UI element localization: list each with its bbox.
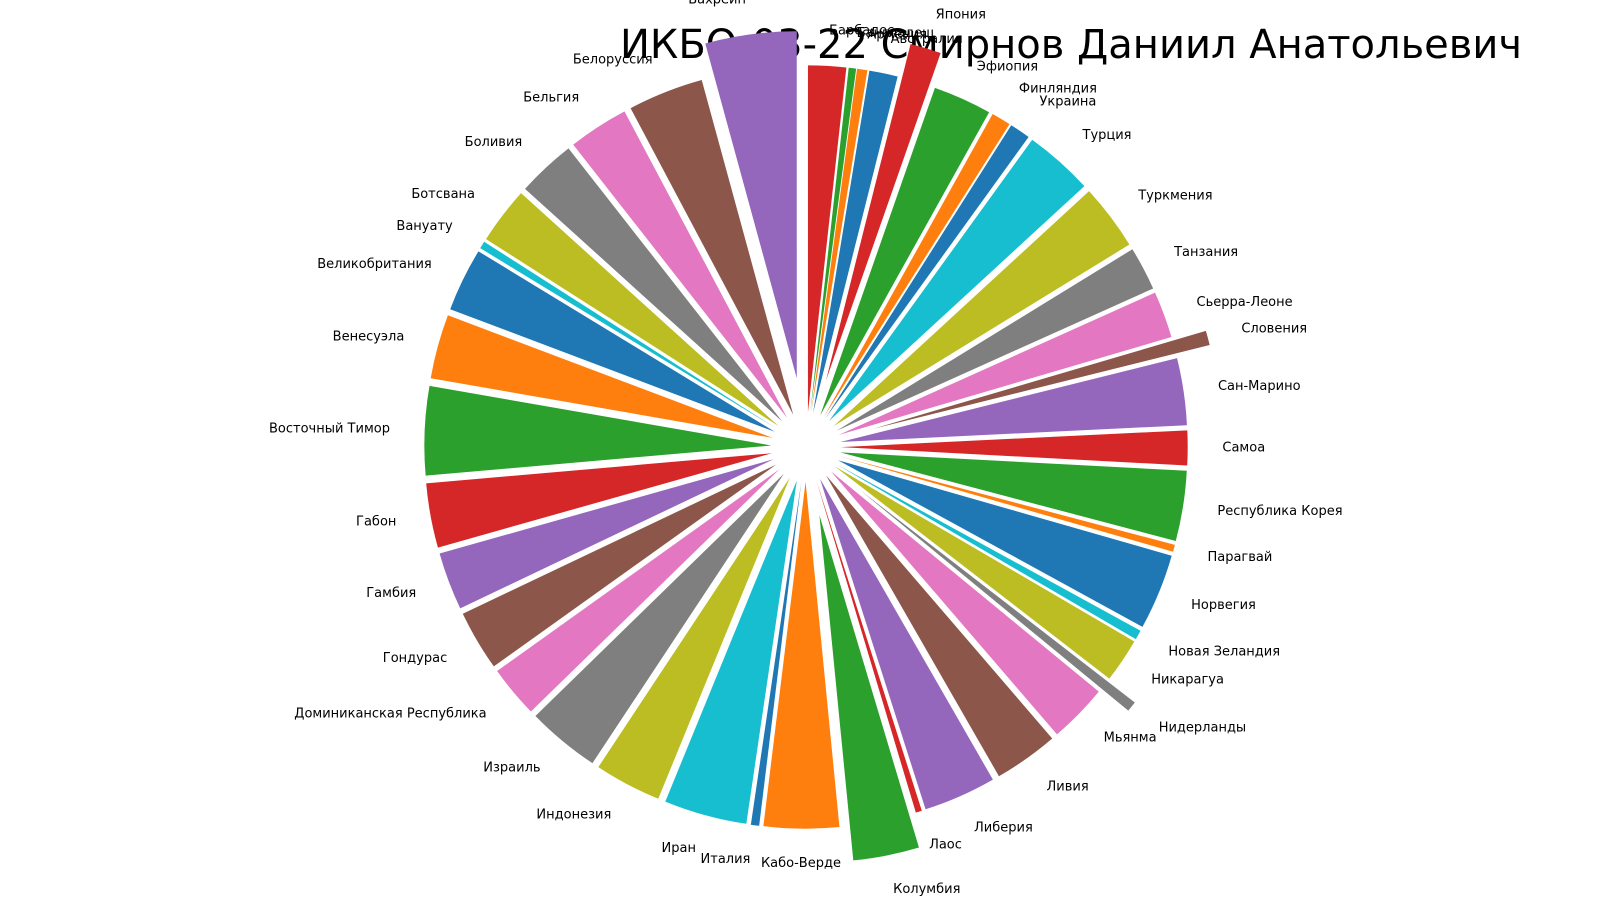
pie-slice-label-16: Иран [662,841,696,856]
pie-slice-label-33: Сьерра-Леоне [1197,295,1293,310]
pie-slice-label-8: Венесуэла [333,330,405,345]
pie-slice-label-10: Габон [356,515,396,530]
pie-slice-8 [430,315,773,438]
pie-slices [424,31,1210,861]
pie-slice-3 [573,111,788,418]
pie-slice-label-21: Либерия [974,821,1033,836]
pie-slice-28 [839,456,1175,552]
pie-slice-34 [836,249,1154,431]
pie-slice-label-11: Гамбия [366,586,416,601]
pie-slice-label-23: Мьянма [1104,731,1157,746]
pie-slice-20 [816,480,922,813]
pie-slice-label-19: Колумбия [893,882,960,897]
pie-slice-40 [825,44,941,381]
pie-slice-21 [820,478,993,810]
pie-slice-18 [763,481,840,829]
pie-slice-label-17: Италия [701,852,751,867]
pie-slice-13 [497,469,780,712]
pie-slice-label-4: Боливия [465,135,523,150]
pie-slice-label-26: Новая Зеландия [1168,645,1280,660]
pie-slice-16 [665,480,797,824]
pie-slice-label-13: Доминиканская Республика [294,707,486,722]
pie-labels: Бахрейн Белоруссия Бельгия Боливия Ботсвана В… [269,0,1343,897]
pie-slice-36 [829,139,1085,422]
pie-slice-label-22: Ливия [1047,779,1089,794]
pie-slice-22 [826,475,1053,777]
pie-slice-label-36: Турция [1082,128,1132,143]
pie-slice-14 [535,473,784,764]
pie-slice-32 [872,330,1210,429]
pie-slice-35 [833,191,1130,427]
pie-slice-15 [598,477,790,799]
pie-slice-label-3: Бельгия [523,90,579,105]
pie-slice-label-1: Бахрейн [688,0,746,7]
pie-slice-label-18: Кабо-Верде [761,856,841,871]
pie-slice-label-6: Вануату [396,219,453,234]
pie-slice-10 [426,453,772,548]
pie-slice-label-25: Никарагуа [1151,672,1224,687]
pie-slice-2 [630,80,794,415]
pie-slice-label-2: Белоруссия [573,52,653,67]
pie-slice-label-15: Индонезия [536,808,611,823]
pie-slice-label-35: Туркмения [1137,188,1212,203]
pie-slice-5 [486,193,779,426]
pie-slice-label-43: Бангладеш [857,26,934,41]
pie-slice-29 [840,452,1187,542]
pie-slice-43 [810,67,857,413]
pie-slice-label-32: Словения [1241,321,1307,336]
pie-slice-label-27: Норвегия [1191,598,1256,613]
pie-slice-label-37: Украина [1039,95,1096,110]
pie-slice-label-42: Армения [867,28,927,43]
pie-slice-27 [838,460,1172,627]
pie-slice-11 [439,459,774,609]
pie-slice-17 [750,481,802,826]
pie-slice-label-14: Израиль [483,760,540,775]
pie-slice-label-39: Эфиопия [977,60,1038,75]
pie-slice-41 [813,70,898,414]
pie-slice-37 [825,125,1029,419]
pie-slice-label-24: Нидерланды [1159,721,1247,736]
pie-slice-31 [840,358,1187,442]
pie-slice-7 [450,251,775,432]
pie-slice-label-12: Гондурас [383,651,447,666]
pie-slice-label-30: Самоа [1222,441,1265,456]
pie-slice-39 [820,87,990,416]
pie-slice-12 [462,464,777,667]
pie-slice-label-9: Восточный Тимор [269,422,390,437]
pie-slice-38 [823,114,1010,418]
pie-slice-26 [836,464,1141,640]
pie-slice-label-41: Австралия [891,32,963,47]
pie-slice-44 [807,65,847,413]
pie-slice-4 [525,148,783,422]
pie-slice-33 [838,292,1172,435]
pie-slice-label-28: Парагвай [1207,550,1272,565]
pie-slice-label-38: Финляндия [1019,82,1097,97]
pie-slice-label-40: Япония [936,7,986,22]
pie-slice-9 [424,385,772,476]
pie-slice-label-20: Лаос [929,837,962,852]
pie-slice-label-5: Ботсвана [411,187,475,202]
pie-slice-23 [830,471,1099,735]
pie-slice-label-29: Республика Корея [1217,504,1342,519]
pie-slice-19 [819,515,919,861]
pie-slice-label-44: Барбадос [829,24,894,39]
pie-slice-label-31: Сан-Марино [1218,379,1301,394]
pie-slice-42 [811,68,868,413]
pie-slice-30 [840,430,1188,466]
pie-slice-25 [834,466,1135,679]
pie-slice-1 [705,31,797,379]
pie-slice-24 [860,490,1135,711]
pie-slice-label-34: Танзания [1173,245,1238,260]
pie-slice-label-7: Великобритания [317,257,432,272]
pie-slice-6 [480,241,777,429]
